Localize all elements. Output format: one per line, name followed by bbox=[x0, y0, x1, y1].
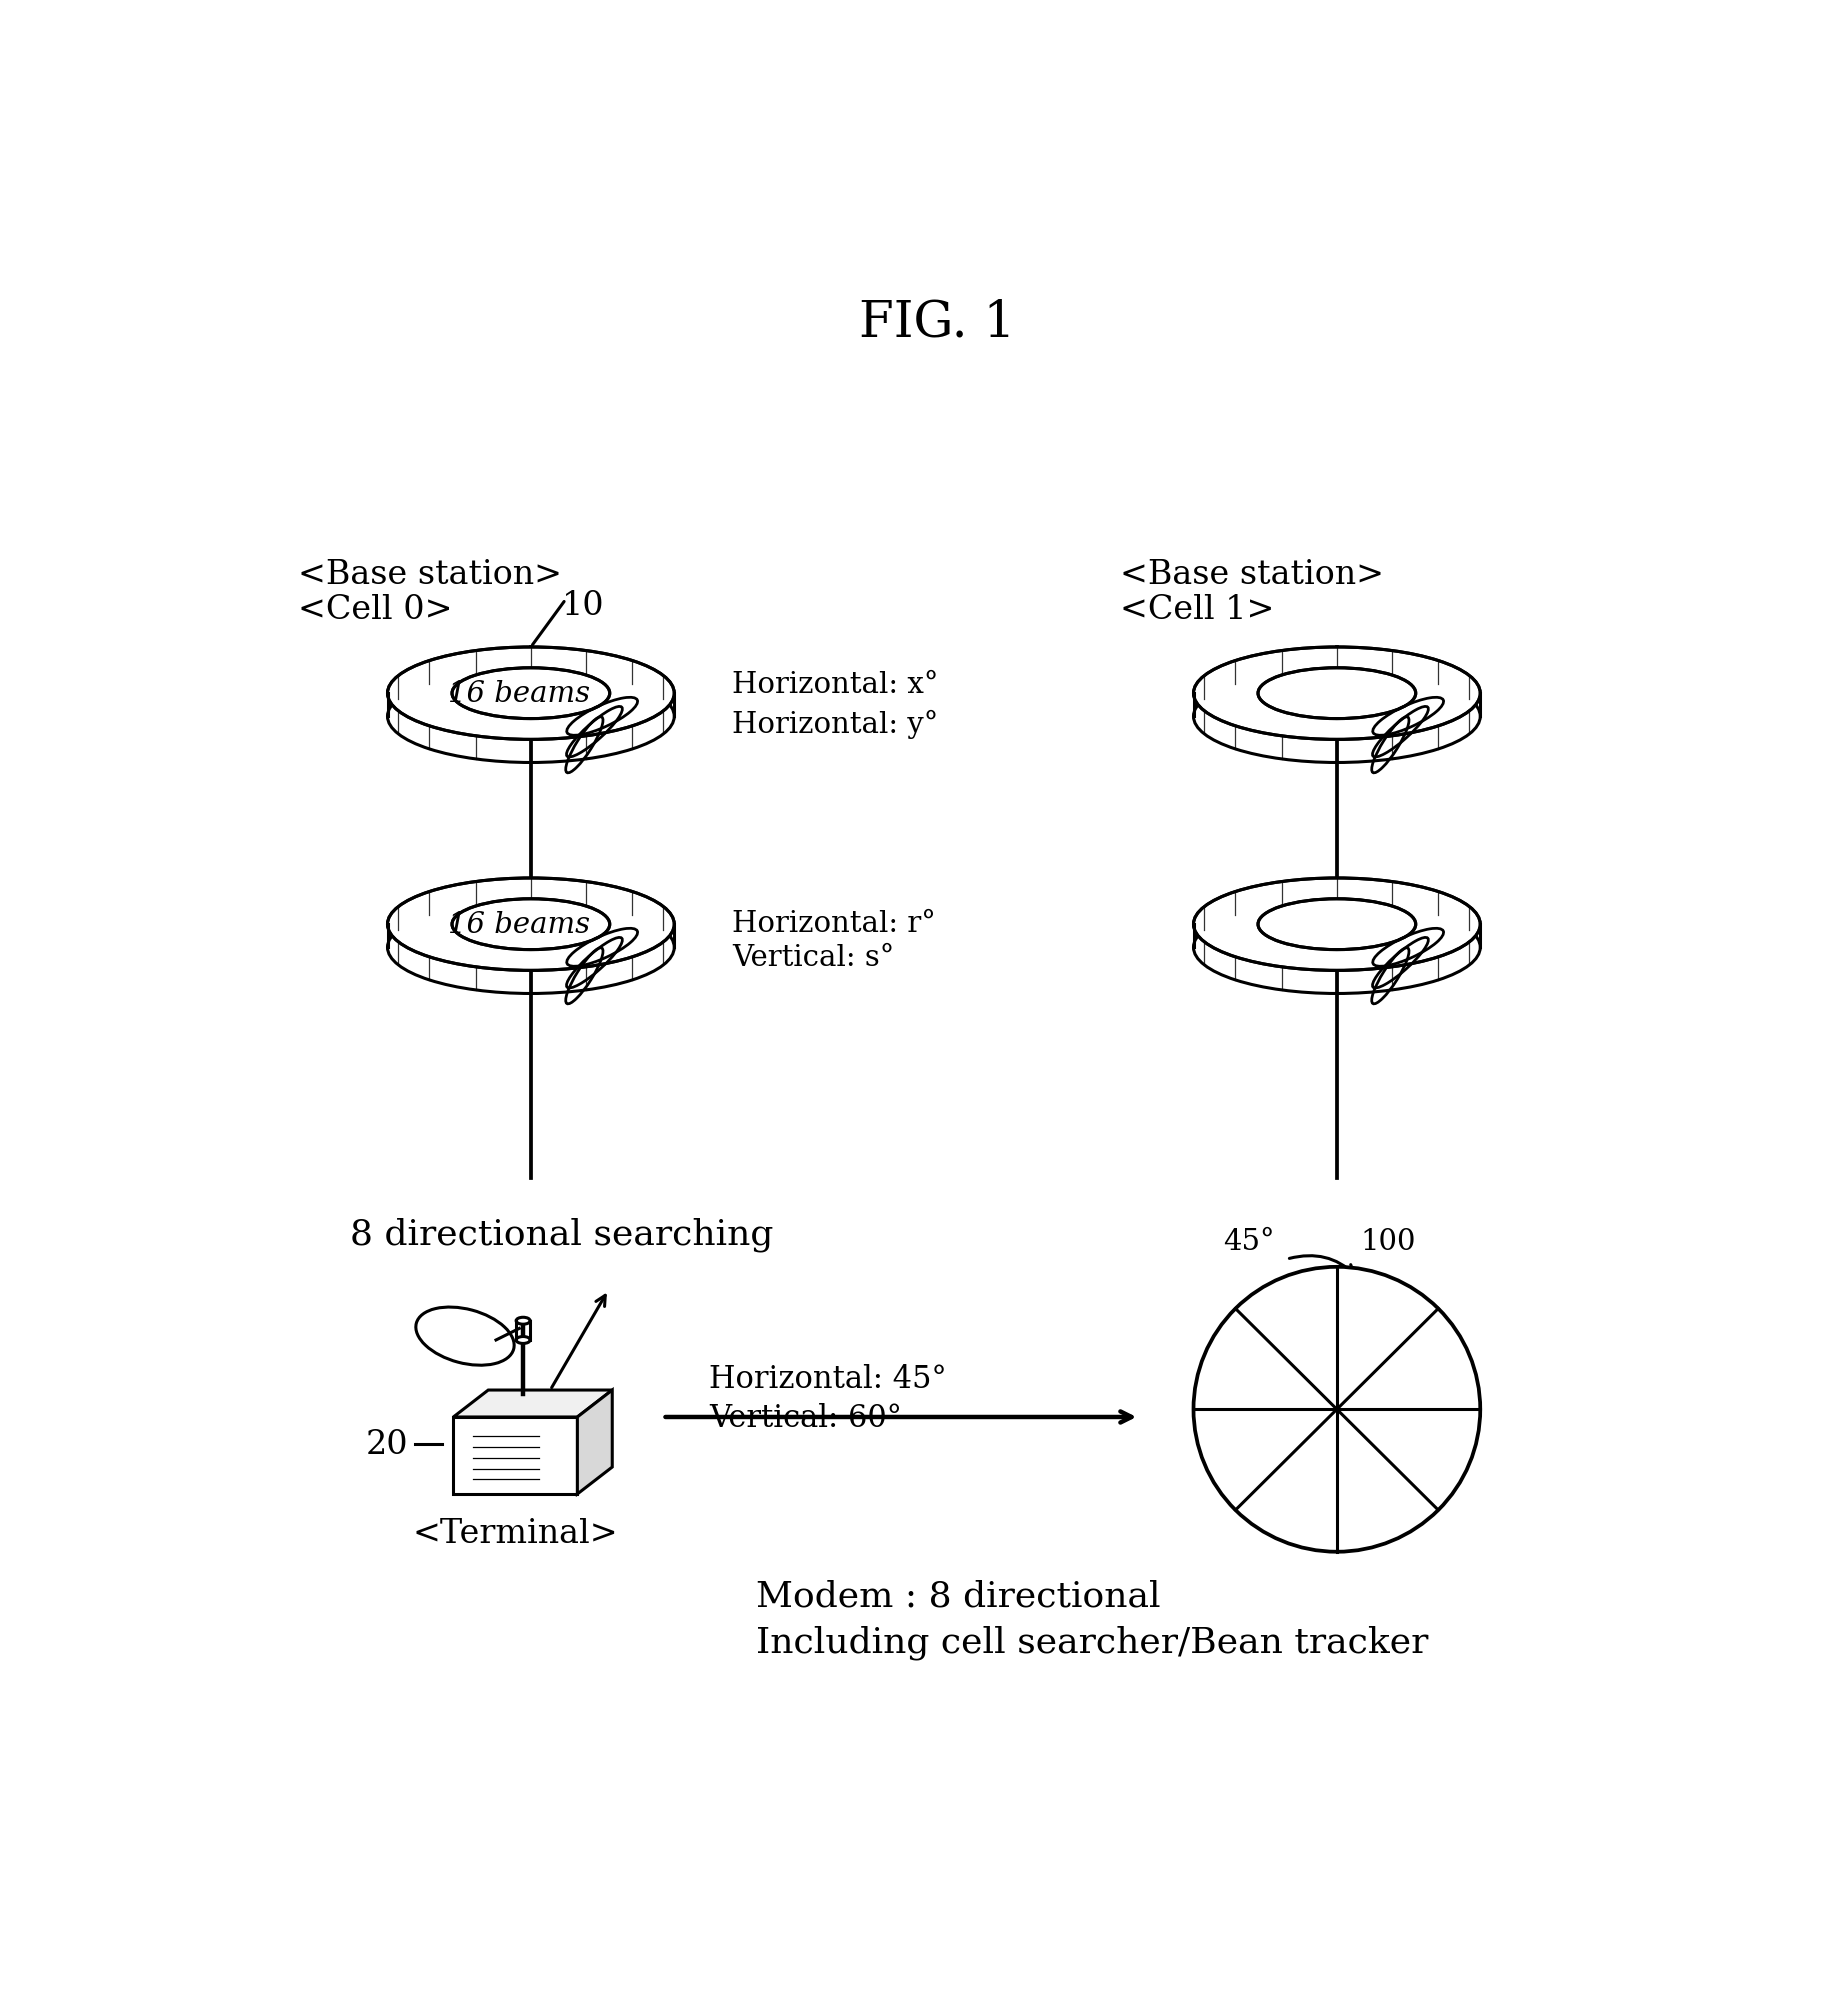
Ellipse shape bbox=[388, 647, 675, 739]
Text: Vertical: 60°: Vertical: 60° bbox=[710, 1403, 902, 1433]
Text: 10: 10 bbox=[562, 589, 605, 621]
Ellipse shape bbox=[516, 1337, 530, 1345]
Text: <Terminal>: <Terminal> bbox=[413, 1516, 618, 1548]
Ellipse shape bbox=[1258, 899, 1416, 951]
Ellipse shape bbox=[452, 899, 609, 951]
Text: Including cell searcher/Bean tracker: Including cell searcher/Bean tracker bbox=[755, 1624, 1428, 1660]
Ellipse shape bbox=[452, 669, 609, 719]
Circle shape bbox=[1194, 1267, 1480, 1552]
Text: Horizontal: x°: Horizontal: x° bbox=[732, 671, 938, 699]
Ellipse shape bbox=[388, 879, 675, 971]
Text: Horizontal: y°: Horizontal: y° bbox=[732, 709, 938, 739]
Text: FIG. 1: FIG. 1 bbox=[860, 298, 1015, 348]
Text: <Base station>: <Base station> bbox=[1119, 559, 1385, 591]
Text: 20: 20 bbox=[366, 1429, 408, 1461]
Text: <Cell 0>: <Cell 0> bbox=[298, 593, 454, 625]
Text: <Cell 1>: <Cell 1> bbox=[1119, 593, 1275, 625]
Polygon shape bbox=[578, 1391, 613, 1495]
Text: 45°: 45° bbox=[1224, 1227, 1275, 1255]
Text: <Base station>: <Base station> bbox=[298, 559, 562, 591]
Ellipse shape bbox=[1194, 647, 1480, 739]
Text: Modem : 8 directional: Modem : 8 directional bbox=[755, 1578, 1160, 1612]
Text: 8 directional searching: 8 directional searching bbox=[349, 1217, 774, 1251]
Text: Horizontal: r°: Horizontal: r° bbox=[732, 909, 936, 937]
Text: Vertical: s°: Vertical: s° bbox=[732, 943, 894, 971]
Text: 16 beams: 16 beams bbox=[448, 911, 591, 939]
Ellipse shape bbox=[516, 1317, 530, 1325]
Ellipse shape bbox=[1194, 879, 1480, 971]
Ellipse shape bbox=[1258, 669, 1416, 719]
Polygon shape bbox=[454, 1391, 613, 1417]
Text: 16 beams: 16 beams bbox=[448, 679, 591, 707]
Text: 100: 100 bbox=[1361, 1227, 1416, 1255]
Text: Horizontal: 45°: Horizontal: 45° bbox=[710, 1363, 947, 1395]
Ellipse shape bbox=[415, 1307, 514, 1365]
Polygon shape bbox=[454, 1417, 578, 1495]
